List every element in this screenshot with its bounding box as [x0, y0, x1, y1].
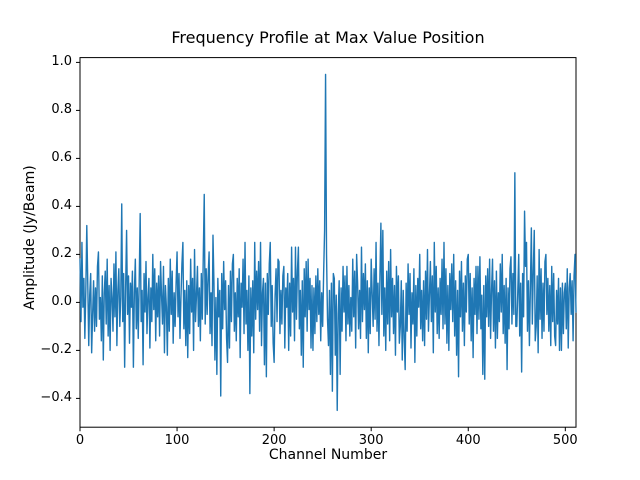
y-tick-label: 0.4: [51, 198, 72, 214]
y-tick-label: 0.2: [51, 246, 72, 262]
plot-area: [79, 57, 577, 428]
x-tick-label: 400: [455, 433, 481, 449]
data-line: [79, 73, 577, 412]
x-tick-label: 0: [75, 433, 85, 449]
x-tick-label: 500: [552, 433, 578, 449]
chart-title: Frequency Profile at Max Value Position: [171, 28, 485, 47]
y-tick-label: 0.6: [51, 150, 72, 166]
y-tick-label: −0.4: [40, 390, 72, 406]
y-tick-label: 1.0: [51, 54, 72, 70]
y-axis-label: Amplitude (Jy/Beam): [22, 165, 38, 310]
x-tick-label: 100: [164, 433, 190, 449]
y-tick-label: 0.0: [51, 294, 72, 310]
y-tick-label: −0.2: [40, 342, 72, 358]
x-tick-label: 300: [358, 433, 384, 449]
x-axis-label: Channel Number: [268, 447, 388, 463]
tick-marks: [76, 61, 566, 432]
y-tick-label: 0.8: [51, 102, 72, 118]
x-tick-label: 200: [261, 433, 287, 449]
